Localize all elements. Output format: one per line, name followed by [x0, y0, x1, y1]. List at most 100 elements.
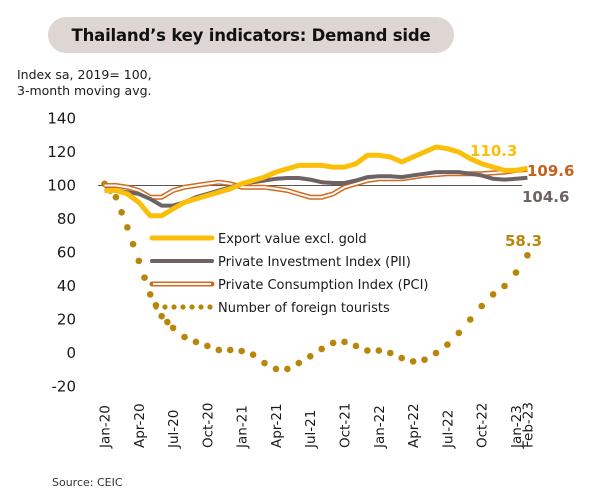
- tourists-point: [341, 338, 348, 346]
- tourists-point: [158, 312, 165, 320]
- tourists-point: [204, 342, 211, 350]
- tourists-point: [295, 359, 303, 367]
- series-private-investment-index-pii: [104, 170, 528, 208]
- end-label-export-value-excl-gold: 110.3: [470, 142, 517, 160]
- x-tick-label: Jan-23: [509, 405, 525, 449]
- tourists-point: [524, 252, 531, 259]
- data-labels: 110.3 104.6 109.6 58.3: [470, 142, 574, 250]
- y-tick-label: -20: [52, 378, 77, 396]
- tourists-point: [146, 291, 154, 298]
- tourists-point: [124, 224, 131, 231]
- y-tick-label: 20: [57, 311, 76, 329]
- tourists-point: [284, 365, 291, 373]
- legend-item-number-of-foreign-tourists: Number of foreign tourists: [153, 301, 390, 316]
- x-tick-label: Apr-22: [406, 403, 422, 448]
- x-axis-ticks: Jan-20 Apr-20 Jul-20 Oct-20 Jan-21 Apr-21 Jul-…: [98, 402, 537, 449]
- y-tick-label: 100: [47, 177, 76, 195]
- legend-label: Private Consumption Index (PCI): [218, 278, 429, 293]
- legend-swatch-dot: [162, 304, 168, 310]
- x-tick-label: Jul-22: [440, 410, 456, 449]
- tourists-point: [249, 351, 257, 358]
- end-label-number-of-foreign-tourists: 58.3: [505, 232, 542, 250]
- legend-label: Export value excl. gold: [218, 232, 367, 247]
- y-tick-label: 0: [66, 344, 76, 362]
- series-export-value-excl-gold: [104, 144, 528, 219]
- chart-title-text: Thailand’s key indicators: Demand side: [71, 25, 431, 45]
- legend: Export value excl. gold Private Investmen…: [149, 232, 429, 316]
- tourists-point: [238, 347, 245, 355]
- tourists-point: [409, 358, 417, 365]
- x-tick-label: Oct-20: [200, 403, 216, 448]
- export-line: [104, 144, 528, 219]
- y-tick-label: 60: [57, 244, 76, 262]
- tourists-point: [386, 349, 394, 357]
- tourists-point: [329, 339, 337, 347]
- tourists-point: [192, 338, 200, 346]
- x-tick-label: Jul-21: [303, 410, 319, 449]
- legend-item-private-investment-index-pii: Private Investment Index (PII): [150, 255, 411, 270]
- tourists-point: [512, 269, 520, 276]
- tourists-point: [398, 354, 405, 362]
- tourists-point: [455, 329, 463, 337]
- tourists-point: [421, 356, 428, 364]
- tourists-point: [501, 282, 508, 290]
- end-label-private-consumption-index-pci: 109.6: [527, 162, 574, 180]
- legend-label: Private Investment Index (PII): [218, 255, 411, 270]
- y-tick-label: 140: [47, 110, 76, 128]
- chart-title: Thailand’s key indicators: Demand side: [48, 17, 454, 53]
- tourists-point-interp: [141, 274, 148, 281]
- y-tick-label: 40: [57, 277, 76, 295]
- y-axis-ticks: 140 120 100 80 60 40 20 0 -20: [47, 110, 76, 396]
- legend-swatch-dot: [171, 304, 177, 310]
- tourists-point: [215, 346, 223, 354]
- end-label-private-investment-index-pii: 104.6: [522, 188, 569, 206]
- tourists-point: [478, 302, 485, 310]
- tourists-point: [432, 349, 440, 357]
- legend-swatch-dot: [189, 304, 195, 310]
- legend-swatch-dot: [207, 304, 213, 310]
- tourists-point: [364, 347, 371, 354]
- tourists-point: [112, 193, 120, 201]
- tourists-point: [181, 333, 188, 341]
- x-tick-label: Apr-20: [132, 403, 148, 448]
- legend-label: Number of foreign tourists: [218, 301, 390, 316]
- tourists-point-interp: [118, 209, 125, 216]
- tourists-point: [375, 347, 383, 354]
- tourists-point: [466, 316, 474, 323]
- tourists-point-interp: [164, 318, 171, 326]
- tourists-point: [306, 353, 314, 360]
- source-note: Source: CEIC: [52, 476, 123, 489]
- legend-swatch-dot: [180, 304, 186, 310]
- series-group: [101, 144, 531, 373]
- tourists-point: [489, 291, 497, 298]
- units-line-1: Index sa, 2019= 100,: [17, 67, 152, 82]
- series-number-of-foreign-tourists: [101, 180, 531, 373]
- x-tick-label: Oct-22: [475, 403, 491, 448]
- x-tick-label: Feb-23: [520, 402, 536, 448]
- tourists-point: [318, 345, 325, 353]
- x-tick-label: Jul-20: [166, 410, 182, 449]
- y-axis-units: Index sa, 2019= 100, 3-month moving avg.: [17, 67, 152, 99]
- x-tick-label: Jan-21: [235, 405, 251, 449]
- tourists-point: [169, 324, 177, 332]
- x-tick-label: Oct-21: [338, 403, 354, 448]
- legend-swatch-dot: [153, 304, 159, 310]
- tourists-point: [272, 365, 280, 373]
- tourists-point: [226, 346, 234, 354]
- legend-swatch-dot: [198, 304, 204, 310]
- tourists-point: [444, 341, 451, 348]
- units-line-2: 3-month moving avg.: [17, 83, 152, 98]
- tourists-point: [261, 359, 268, 367]
- x-tick-label: Apr-21: [269, 403, 285, 448]
- tourists-point: [352, 342, 360, 350]
- x-tick-label: Jan-22: [372, 405, 388, 449]
- legend-item-private-consumption-index-pci: Private Consumption Index (PCI): [149, 278, 429, 293]
- y-tick-label: 80: [57, 210, 76, 228]
- tourists-point: [135, 257, 143, 265]
- x-tick-label: Jan-20: [98, 405, 114, 449]
- legend-item-export-value-excl-gold: Export value excl. gold: [149, 232, 367, 247]
- tourists-point-interp: [129, 240, 137, 248]
- y-tick-label: 120: [47, 143, 76, 161]
- pii-line: [104, 170, 528, 208]
